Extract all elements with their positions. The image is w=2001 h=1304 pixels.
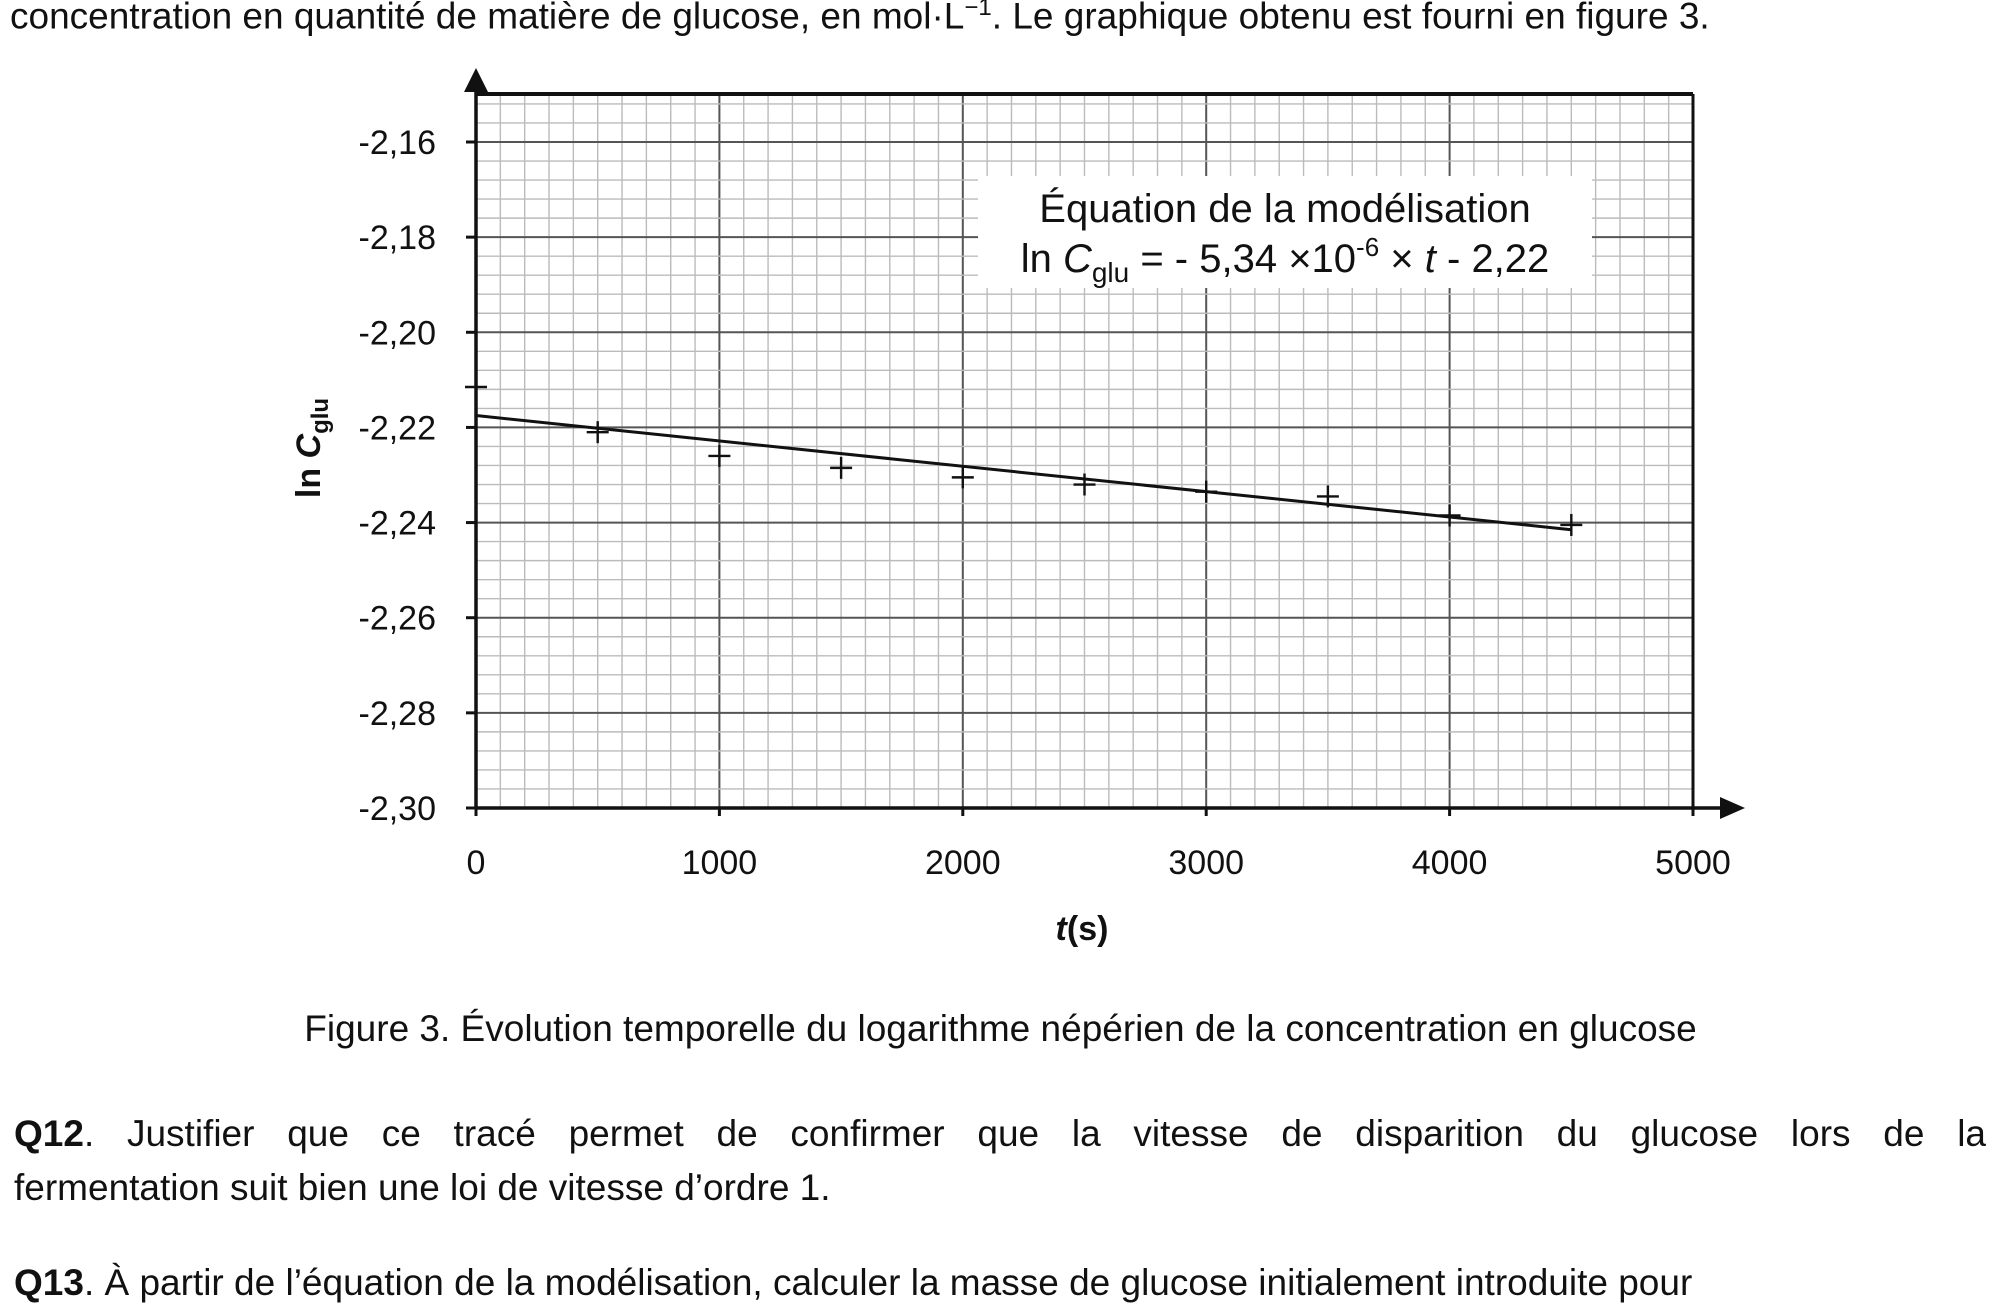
x-tick-label: 1000 [682, 844, 758, 882]
equation-box-bg [978, 176, 1592, 288]
data-point [465, 375, 487, 398]
x-tick-label: 5000 [1655, 844, 1731, 882]
data-point [1195, 480, 1218, 503]
glucose-chart: 0 1000 2000 3000 4000 5000 -2,16-2,18-2,20-2,… [290, 68, 1745, 948]
fit-line-group [475, 414, 1572, 532]
data-point [1560, 513, 1583, 536]
data-point [1438, 504, 1461, 527]
question-q13: Q13. À partir de l’équation de la modéli… [14, 1262, 1693, 1303]
intro-text: concentration en quantité de matière de … [10, 0, 1710, 37]
y-tick-label: -2,22 [359, 409, 437, 447]
x-tick-labels: 0 1000 2000 3000 4000 5000 [467, 844, 1731, 882]
x-axis-label: t(s) [1056, 910, 1109, 948]
y-tick-label: -2,24 [359, 505, 437, 543]
data-point [1073, 473, 1096, 496]
data-point [708, 444, 731, 467]
data-points [465, 375, 1583, 536]
y-axis-arrow [464, 68, 488, 92]
y-tick-label: -2,20 [359, 314, 437, 352]
y-tick-label: -2,28 [359, 695, 437, 733]
y-tick-labels: -2,16 -2,18 -2,20 -2,22 -2,24 -2,26 -2,28 -2,30 [359, 124, 437, 828]
question-q12-line1: Q12. Justifier que ce tracé permet de co… [14, 1113, 1986, 1154]
y-tick-label: -2,16 [359, 124, 437, 162]
equation-title: Équation de la modélisation [1039, 186, 1530, 231]
fit-line [475, 414, 1572, 532]
data-point [586, 421, 609, 444]
y-tick-label: -2,26 [359, 600, 437, 638]
data-point [1316, 485, 1339, 508]
equation-formula: ln Cglu = - 5,34 ×10-6 × t - 2,22 [1021, 232, 1550, 288]
x-axis-arrow [1720, 797, 1745, 819]
x-tick-label: 0 [467, 844, 486, 882]
chart-axes [464, 68, 1745, 819]
figure-caption: Figure 3. Évolution temporelle du logari… [304, 1008, 1697, 1049]
y-tick-label: -2,30 [359, 790, 437, 828]
x-tick-label: 2000 [925, 844, 1001, 882]
x-tick-label: 4000 [1412, 844, 1488, 882]
y-tick-label: -2,18 [359, 219, 437, 257]
question-q12-line2: fermentation suit bien une loi de vitess… [14, 1167, 831, 1208]
data-point [830, 456, 853, 479]
y-axis-label: ln Cglu [290, 398, 334, 498]
data-point [951, 466, 974, 489]
x-tick-label: 3000 [1168, 844, 1244, 882]
